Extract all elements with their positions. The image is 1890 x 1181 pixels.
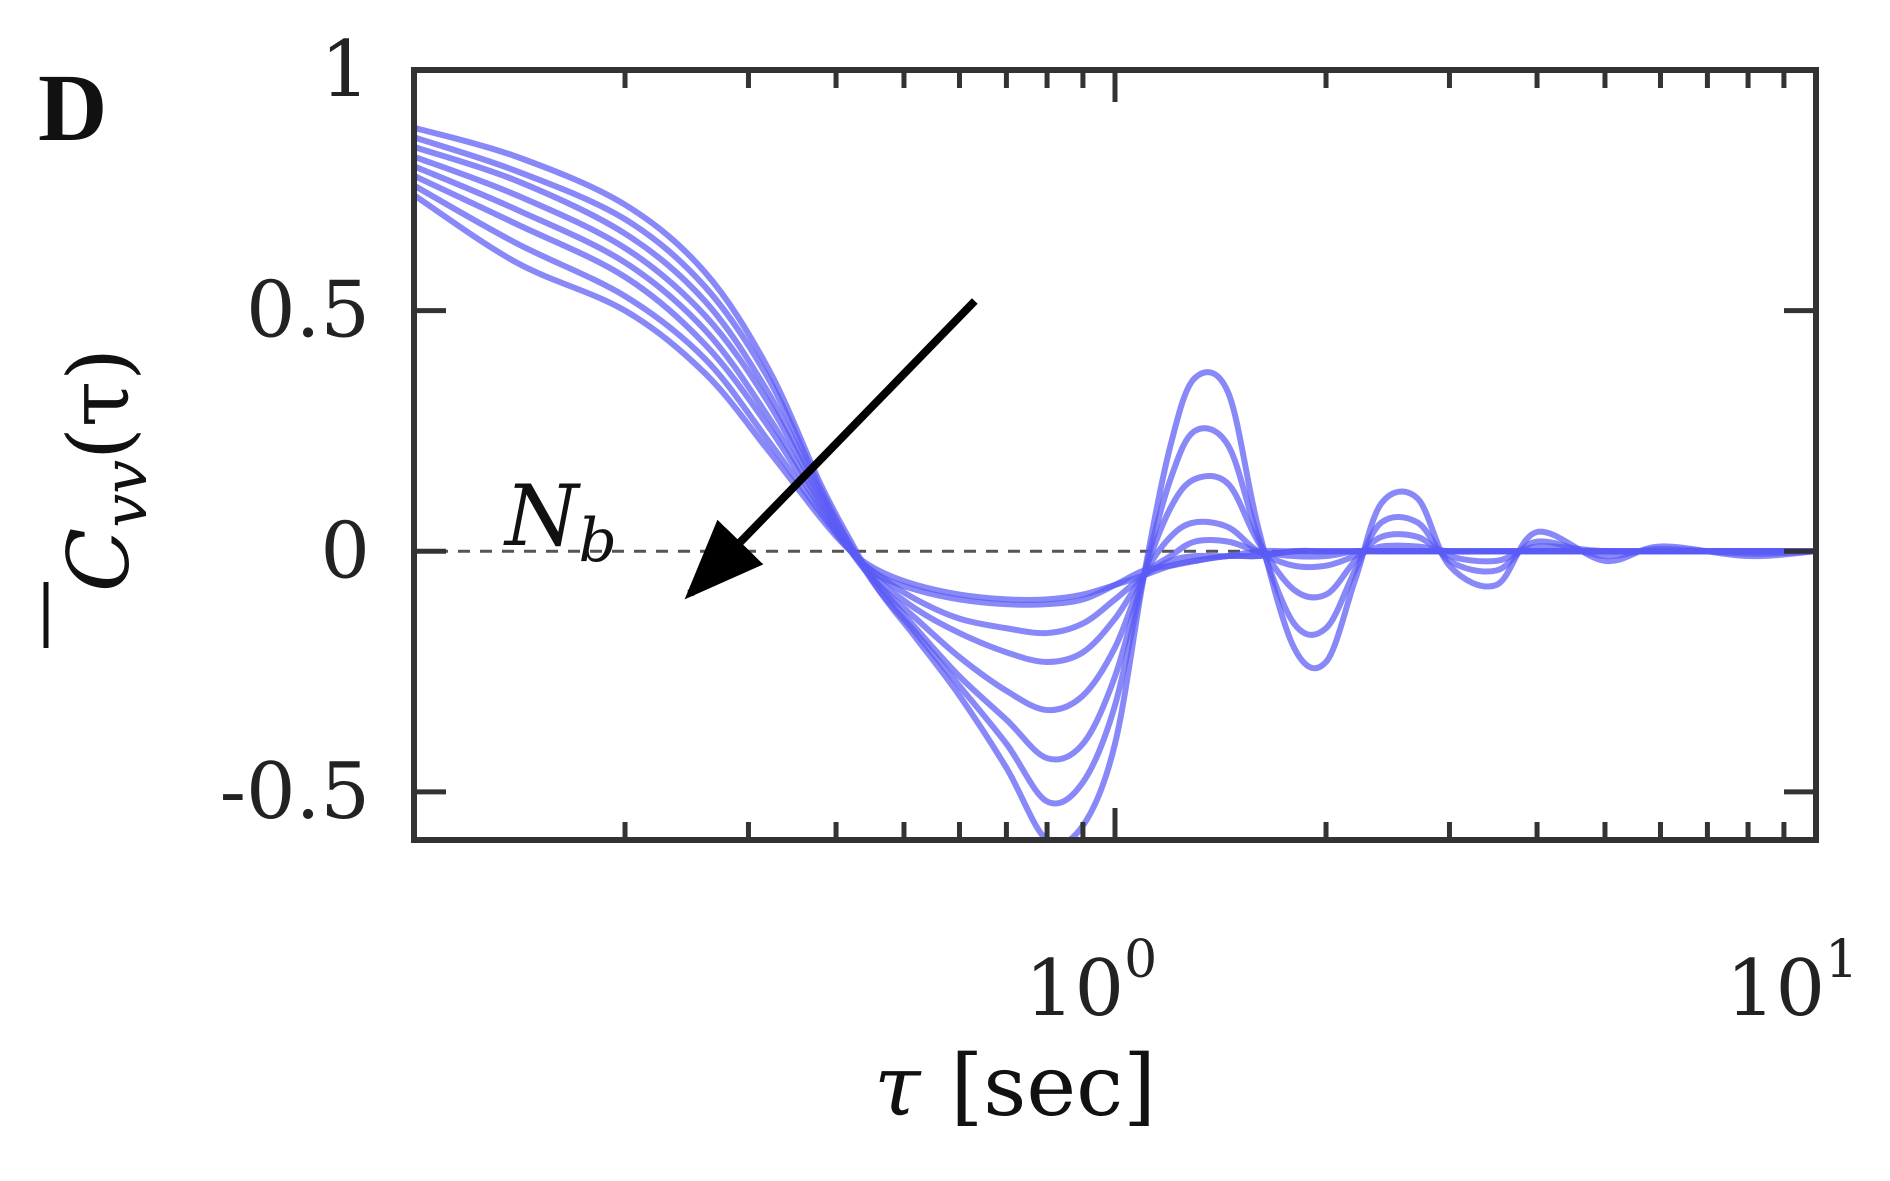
y-tick-labels: -0.5 0 0.5 1 [220,25,370,837]
y-axis-title-symbol: C [50,528,148,592]
x-tick-labels: 100 101 [1025,930,1858,1034]
x-axis-title-unit: [sec] [951,1037,1156,1135]
series-line-4 [414,153,1816,714]
series-line-2 [414,134,1816,807]
x-tick-label: 100 [1025,930,1157,1034]
x-axis-title-symbol: τ [874,1037,922,1135]
y-tick-label: 0.5 [246,266,370,356]
series-group [414,124,1816,840]
y-tick-label: 1 [320,25,370,115]
y-axis-title-argument: (τ) [50,348,148,460]
series-line-8 [414,192,1816,603]
y-tick-label: -0.5 [220,747,370,837]
series-line-3 [414,144,1816,763]
nb-arrow [684,298,978,600]
svg-text:Cvv(τ): Cvv(τ) [50,348,161,592]
y-axis-title-subscript: vv [91,460,161,528]
nb-annotation-sub: b [579,506,617,576]
axes-box [411,67,1819,843]
x-tick-label: 101 [1726,930,1858,1034]
y-tick-label: 0 [320,506,370,596]
nb-annotation: Nb [503,467,617,576]
panel-label: D [38,54,107,161]
x-axis-title: τ [sec] [874,1037,1156,1135]
tick-group [414,67,1816,840]
nb-annotation-main: N [503,467,581,565]
y-axis-title: Cvv(τ) [43,348,161,648]
